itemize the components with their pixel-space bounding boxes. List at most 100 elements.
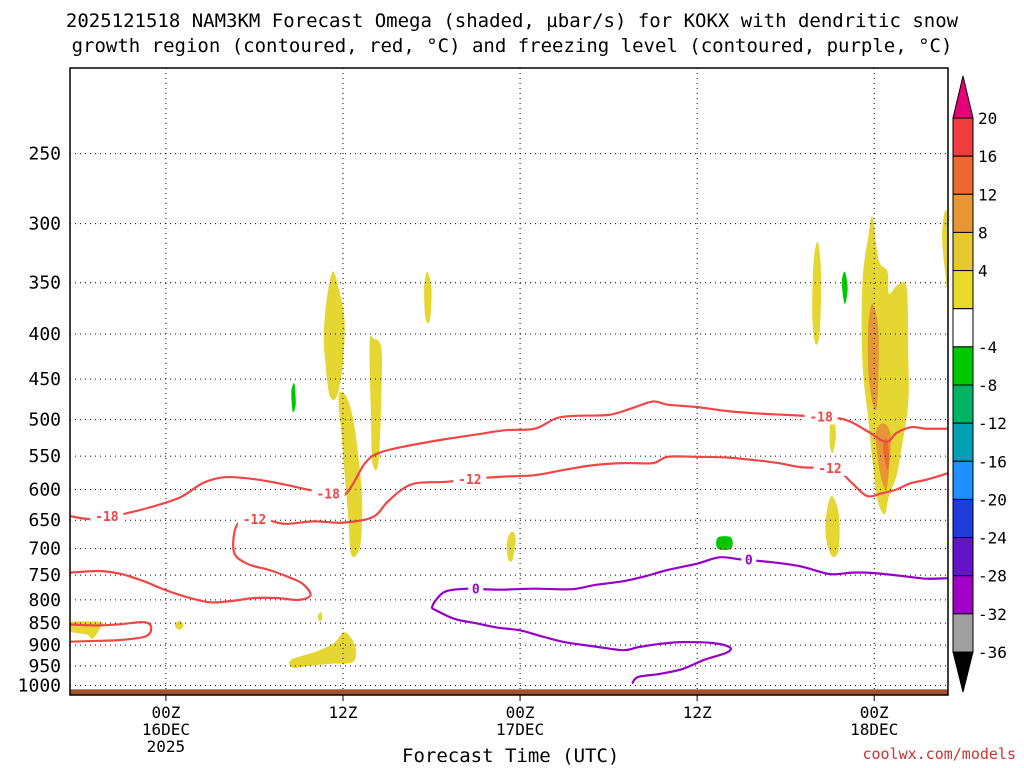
contour-label: -18 xyxy=(95,510,119,525)
colorbar-label: 12 xyxy=(978,185,997,204)
y-tick-label: 300 xyxy=(28,214,61,235)
y-tick-label: 450 xyxy=(28,369,61,390)
omega-region xyxy=(369,335,383,471)
omega-region xyxy=(883,438,890,470)
chart-title-line-2: growth region (contoured, red, °C) and f… xyxy=(71,35,953,57)
colorbar-bottom-arrow xyxy=(952,651,974,693)
y-tick-label: 650 xyxy=(28,510,61,531)
x-tick-label: 17DEC xyxy=(496,720,544,739)
colorbar-label: -36 xyxy=(978,643,1007,662)
colorbar-label: 4 xyxy=(978,262,988,281)
y-tick-label: 600 xyxy=(28,480,61,501)
y-tick-label: 950 xyxy=(28,656,61,677)
omega-region xyxy=(841,271,848,305)
colorbar-band xyxy=(952,155,974,195)
contour-line xyxy=(70,400,948,521)
colorbar-band xyxy=(952,346,974,386)
omega-region xyxy=(716,536,733,551)
y-tick-label: 350 xyxy=(28,273,61,294)
x-tick-label: 12Z xyxy=(329,703,358,722)
contour-label-bg xyxy=(741,551,757,568)
x-tick-label: 18DEC xyxy=(850,720,898,739)
contour-label: 0 xyxy=(472,583,480,598)
colorbar-band xyxy=(952,613,974,653)
contour-label: -12 xyxy=(243,513,266,528)
colorbar-label: -8 xyxy=(978,376,997,395)
y-tick-label: 400 xyxy=(28,324,61,345)
colorbar-label: -32 xyxy=(978,605,1007,624)
colorbar-band xyxy=(952,422,974,462)
contour-line xyxy=(431,607,732,685)
chart-title-line-1: 2025121518 NAM3KM Forecast Omega (shaded… xyxy=(65,10,959,32)
contour-label: -18 xyxy=(809,410,833,425)
omega-region xyxy=(338,391,363,558)
colorbar-band xyxy=(952,498,974,539)
terrain-band xyxy=(70,689,948,695)
colorbar-band xyxy=(952,270,974,310)
credit-link[interactable]: coolwx.com/models xyxy=(862,745,1016,763)
y-tick-label: 550 xyxy=(28,446,61,467)
omega-region xyxy=(317,611,323,621)
contour-label: -12 xyxy=(818,462,841,477)
colorbar-label: -24 xyxy=(978,529,1007,548)
colorbar-band xyxy=(952,384,974,424)
contour-label-bg xyxy=(813,459,847,476)
omega-region xyxy=(861,216,909,515)
x-tick-label: 16DEC xyxy=(142,720,190,739)
x-tick-label: 00Z xyxy=(506,703,535,722)
contour-line xyxy=(70,455,948,604)
contour-label: -12 xyxy=(458,473,481,488)
omega-region xyxy=(424,271,432,324)
colorbar-label: -12 xyxy=(978,414,1007,433)
contour-label-bg xyxy=(237,511,271,528)
y-tick-label: 750 xyxy=(28,565,61,586)
colorbar-label: -28 xyxy=(978,567,1007,586)
x-tick-label: 00Z xyxy=(860,703,889,722)
colorbar-label: 16 xyxy=(978,147,997,166)
colorbar-band xyxy=(952,308,974,348)
omega-region xyxy=(289,632,357,669)
y-tick-label: 800 xyxy=(28,590,61,611)
y-tick-label: 700 xyxy=(28,539,61,560)
x-axis-title: Forecast Time (UTC) xyxy=(402,745,620,767)
colorbar-band xyxy=(952,537,974,577)
colorbar-label: 20 xyxy=(978,109,997,128)
colorbar-label: -20 xyxy=(978,490,1007,509)
colorbar-band xyxy=(952,193,974,233)
omega-region xyxy=(506,531,516,562)
x-tick-label: 00Z xyxy=(151,703,180,722)
contour-label-bg xyxy=(90,508,124,525)
plot-area: -18 -18 -18 -12 -12 -12 0 0 xyxy=(70,68,948,695)
omega-region xyxy=(867,303,879,411)
contour-label-bg xyxy=(453,471,487,488)
colorbar-label: -16 xyxy=(978,452,1007,471)
x-tick-label: 2025 xyxy=(147,737,186,756)
contour-label: 0 xyxy=(745,553,753,568)
colorbar-top-arrow xyxy=(952,75,974,119)
omega-region xyxy=(323,271,345,401)
contour-label-bg xyxy=(311,485,345,502)
omega-region xyxy=(291,382,296,413)
contour-label-bg xyxy=(804,408,838,425)
omega-region xyxy=(174,620,184,630)
colorbar-label: 8 xyxy=(978,223,988,242)
plot-frame xyxy=(69,67,949,696)
colorbar-band xyxy=(952,460,974,500)
colorbar-band xyxy=(952,231,974,272)
colorbar-band xyxy=(952,117,974,157)
colorbar-label: -4 xyxy=(978,338,997,357)
omega-region xyxy=(812,241,822,345)
contour-line xyxy=(70,621,153,643)
contour-label: -18 xyxy=(316,487,340,502)
y-tick-label: 900 xyxy=(28,635,61,656)
y-tick-label: 1000 xyxy=(18,676,61,697)
colorbar-band xyxy=(952,575,974,615)
y-tick-label: 250 xyxy=(28,144,61,165)
x-tick-label: 12Z xyxy=(683,703,712,722)
y-tick-label: 500 xyxy=(28,410,61,431)
contour-label-bg xyxy=(468,580,484,597)
y-tick-label: 850 xyxy=(28,613,61,634)
omega-region xyxy=(825,495,840,558)
omega-region xyxy=(942,209,948,291)
